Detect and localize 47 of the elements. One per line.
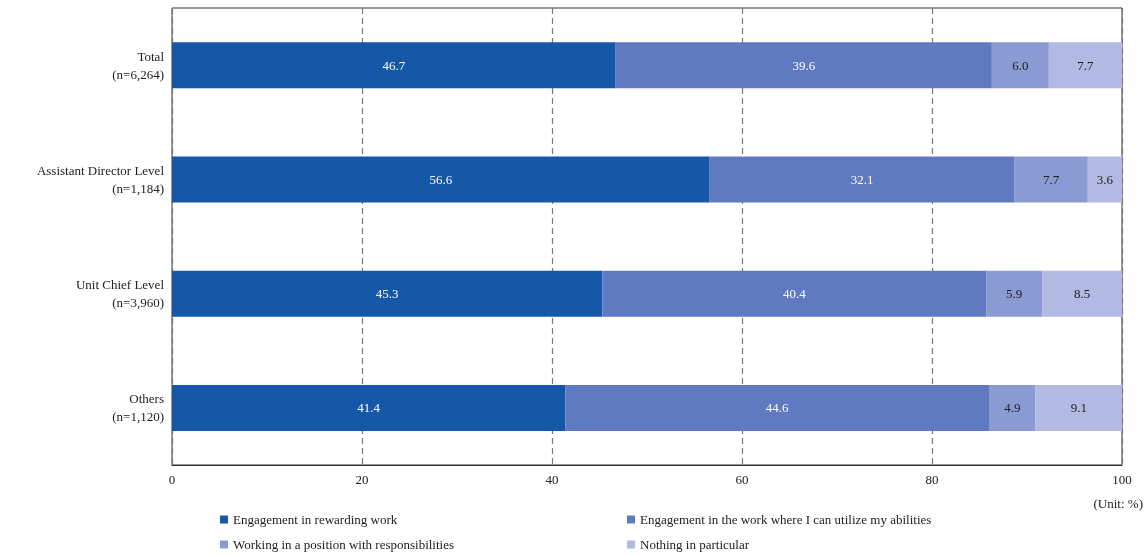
legend-label: Working in a position with responsibilities xyxy=(233,537,455,552)
x-tick-label: 80 xyxy=(925,472,939,487)
data-label: 7.7 xyxy=(1043,171,1060,187)
data-label: 3.6 xyxy=(1096,171,1114,187)
x-tick-label: 20 xyxy=(355,472,369,487)
bar xyxy=(602,270,987,317)
bar xyxy=(172,42,616,89)
bar xyxy=(1087,156,1122,203)
y-tick-label: Unit Chief Level (n=3,960) xyxy=(75,277,165,311)
data-label: 46.7 xyxy=(382,57,406,73)
data-label: 44.6 xyxy=(765,400,790,416)
data-label: 6.0 xyxy=(1012,57,1029,73)
bar xyxy=(172,270,603,317)
bar xyxy=(986,270,1043,317)
bar xyxy=(565,384,989,431)
legend-label: Nothing in particular xyxy=(640,537,750,552)
data-label: 39.6 xyxy=(792,57,816,73)
y-tick-label: Total (n=6,264) xyxy=(112,48,165,82)
data-label: 56.6 xyxy=(429,171,453,187)
text: (Unit: %) xyxy=(1093,496,1144,511)
bar xyxy=(615,42,992,89)
legend-label: Engagement in the work where I can utilize my abilities xyxy=(640,512,932,527)
bar xyxy=(709,156,1015,203)
y-tick-label: Assistant Director Level (n=1,184) xyxy=(36,162,165,196)
data-label: 41.4 xyxy=(357,400,381,416)
legend-label: Engagement in rewarding work xyxy=(233,512,398,527)
y-tick-label: Others (n=1,120) xyxy=(112,391,164,425)
x-tick-label: 100 xyxy=(1112,472,1132,487)
data-label: 40.4 xyxy=(782,286,807,302)
bar xyxy=(1035,384,1122,431)
data-label: 45.3 xyxy=(375,286,399,302)
bar xyxy=(989,384,1036,431)
bar xyxy=(1014,156,1088,203)
bar xyxy=(1048,42,1122,89)
bar xyxy=(172,384,566,431)
data-label: 4.9 xyxy=(1004,400,1021,416)
bar xyxy=(172,156,710,203)
data-label: 5.9 xyxy=(1006,286,1023,302)
data-label: 9.1 xyxy=(1070,400,1087,416)
bar xyxy=(1042,270,1122,317)
bar xyxy=(991,42,1049,89)
x-tick-label: 0 xyxy=(168,472,176,487)
data-label: 8.5 xyxy=(1073,286,1091,302)
x-tick-label: 60 xyxy=(735,472,749,487)
data-label: 7.7 xyxy=(1077,57,1095,73)
x-tick-label: 40 xyxy=(545,472,559,487)
data-label: 32.1 xyxy=(850,171,874,187)
